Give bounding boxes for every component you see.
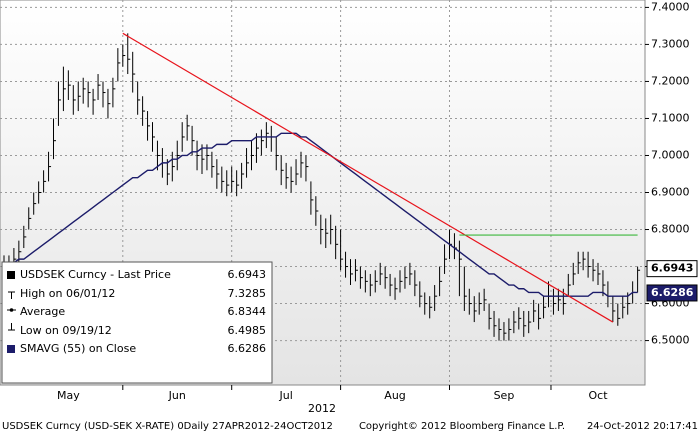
x-tick-label: Sep — [494, 389, 515, 402]
footer-right: 24-Oct-2012 20:17:41 — [587, 421, 698, 432]
y-tick-label: 6.5000 — [651, 334, 690, 347]
legend-label: High on 06/01/12 — [20, 287, 115, 300]
legend-label: Low on 09/19/12 — [20, 324, 112, 337]
y-tick-label: 6.8000 — [651, 223, 690, 236]
legend-value: 6.4985 — [228, 324, 267, 337]
x-tick-label: May — [57, 389, 80, 402]
legend-icon — [7, 271, 15, 279]
legend-label: Average — [20, 305, 65, 318]
y-tick-label: 7.3000 — [651, 37, 690, 50]
legend-label: USDSEK Curncy - Last Price — [20, 268, 171, 281]
footer-left: USDSEK Curncy (USD-SEK X-RATE) 0Daily 27… — [2, 421, 333, 432]
y-tick-label: 6.9000 — [651, 186, 690, 199]
sma-tag: 6.6286 — [651, 286, 694, 299]
last-price-tag-box — [646, 260, 698, 278]
legend-icon — [9, 308, 14, 312]
legend-value: 6.8344 — [228, 305, 267, 318]
footer-center: Copyright© 2012 Bloomberg Finance L.P. — [359, 421, 565, 432]
x-tick-label: Jul — [279, 389, 293, 402]
legend-icon — [8, 291, 15, 299]
sma-tag-box — [646, 284, 698, 302]
x-tick-label: Jun — [168, 389, 186, 402]
legend-icon — [8, 323, 15, 331]
legend-box — [1, 261, 273, 384]
legend-value: 6.6286 — [228, 342, 267, 355]
x-tick-label: Aug — [384, 389, 405, 402]
trend-line — [122, 32, 614, 323]
legend: USDSEK Curncy - Last Price 6.6943 High o… — [1, 261, 273, 384]
y-tick-label: 7.0000 — [651, 148, 690, 161]
sma-line — [4, 132, 638, 297]
legend-value: 7.3285 — [228, 287, 267, 300]
x-tick-label: Oct — [588, 389, 608, 402]
legend-label: SMAVG (55) on Close — [20, 342, 136, 355]
legend-value: 6.6943 — [228, 268, 267, 281]
y-tick-label: 7.2000 — [651, 74, 690, 87]
y-tick-label: 7.4000 — [651, 0, 690, 13]
last-price-tag: 6.6943 — [651, 262, 693, 275]
year-label: 2012 — [308, 402, 336, 415]
y-tick-label: 7.1000 — [651, 111, 690, 124]
legend-icon — [7, 345, 15, 353]
